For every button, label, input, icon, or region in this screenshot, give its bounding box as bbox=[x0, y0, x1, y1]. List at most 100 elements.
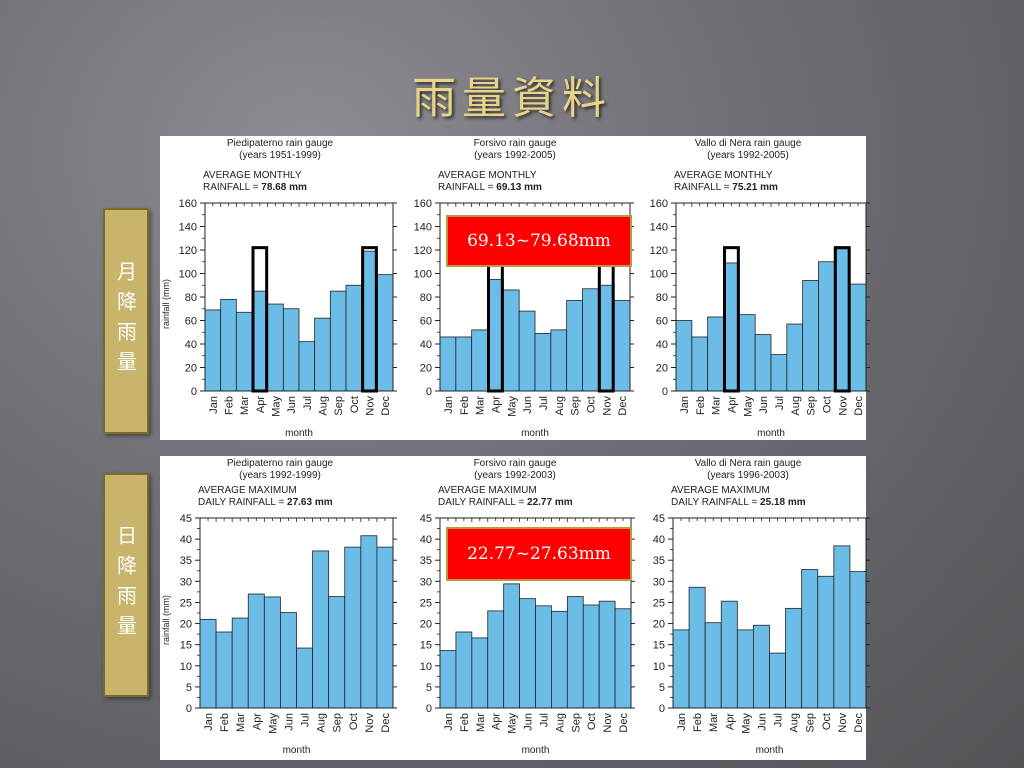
x-tick-label: Jul bbox=[774, 396, 786, 410]
x-tick-label: May bbox=[740, 713, 752, 734]
bar-sep bbox=[328, 596, 346, 709]
x-tick-label: Feb bbox=[219, 713, 231, 732]
bar-sep bbox=[566, 596, 584, 709]
bar-sep bbox=[566, 300, 583, 392]
y-tick-label: 20 bbox=[185, 363, 197, 375]
bar-jul bbox=[534, 333, 552, 392]
bar-jun bbox=[753, 624, 770, 709]
y-tick-label: 40 bbox=[420, 534, 432, 546]
y-tick-label: 40 bbox=[656, 339, 668, 351]
y-tick-label: 60 bbox=[656, 316, 668, 328]
chart-subtitle: (years 1992-2003) bbox=[474, 470, 556, 481]
y-tick-label: 30 bbox=[180, 576, 192, 588]
y-tick-label: 15 bbox=[180, 640, 192, 652]
stat-value: 25.18 mm bbox=[760, 497, 806, 508]
chart-subtitle: (years 1992-2005) bbox=[707, 150, 789, 161]
bar-jul bbox=[296, 647, 313, 709]
x-tick-label: Oct bbox=[348, 713, 360, 730]
bar-aug bbox=[786, 323, 804, 392]
bar-dec bbox=[614, 608, 632, 709]
chart-title: Forsivo rain gauge bbox=[473, 138, 557, 149]
bar-jul bbox=[770, 354, 788, 392]
x-axis-label: month bbox=[521, 428, 549, 439]
bar-jan bbox=[672, 629, 690, 709]
x-tick-label: Dec bbox=[618, 713, 630, 733]
chart-stat: AVERAGE MAXIMUM DAILY RAINFALL = 27.63 mm bbox=[198, 485, 333, 509]
x-tick-label: May bbox=[267, 713, 279, 734]
x-tick-label: Sep bbox=[805, 713, 817, 733]
y-tick-label: 25 bbox=[653, 597, 665, 609]
bar-jun bbox=[282, 308, 300, 392]
stat-label: AVERAGE MAXIMUM bbox=[671, 485, 770, 496]
stat-value: 27.63 mm bbox=[287, 497, 333, 508]
x-tick-label: May bbox=[742, 396, 754, 417]
x-tick-label: Sep bbox=[332, 713, 344, 733]
stat-value: 22.77 mm bbox=[527, 497, 573, 508]
chart-stat: AVERAGE MONTHLY RAINFALL = 69.13 mm bbox=[438, 170, 542, 194]
x-tick-label: Aug bbox=[790, 396, 802, 416]
bar-jan bbox=[675, 320, 693, 392]
y-tick-label: 45 bbox=[420, 513, 432, 525]
highlight-box-apr bbox=[251, 246, 269, 393]
x-tick-label: Mar bbox=[475, 396, 487, 415]
slide-title: 雨量資料 bbox=[412, 73, 612, 124]
y-tick-label: 25 bbox=[180, 597, 192, 609]
chart-title: Forsivo rain gauge bbox=[473, 458, 557, 469]
x-tick-label: Nov bbox=[602, 713, 614, 733]
bar-dec bbox=[613, 300, 631, 392]
y-tick-label: 10 bbox=[180, 661, 192, 673]
x-tick-label: Jun bbox=[523, 713, 535, 731]
y-tick-label: 15 bbox=[653, 640, 665, 652]
stat-value: 69.13 mm bbox=[496, 182, 542, 193]
y-tick-label: 20 bbox=[653, 619, 665, 631]
stat-label: AVERAGE MONTHLY bbox=[438, 170, 537, 181]
monthly-rainfall-label: 月降雨量 bbox=[103, 208, 149, 434]
bar-oct bbox=[582, 288, 599, 392]
y-tick-label: 20 bbox=[180, 619, 192, 631]
y-tick-label: 160 bbox=[414, 198, 432, 210]
y-tick-label: 60 bbox=[185, 316, 197, 328]
bar-oct bbox=[344, 546, 362, 709]
bar-may bbox=[503, 583, 520, 709]
x-tick-label: Aug bbox=[554, 396, 566, 416]
x-tick-label: Apr bbox=[491, 713, 503, 730]
bar-jul bbox=[535, 605, 552, 709]
bar-may bbox=[267, 303, 284, 392]
x-tick-label: Jan bbox=[208, 396, 220, 414]
x-tick-label: Dec bbox=[853, 713, 865, 733]
stat-line: DAILY RAINFALL = 27.63 mm bbox=[198, 497, 333, 508]
x-tick-label: May bbox=[506, 396, 518, 417]
x-tick-label: Oct bbox=[821, 396, 833, 413]
x-tick-label: May bbox=[507, 713, 519, 734]
y-tick-label: 0 bbox=[191, 386, 197, 398]
chart-subtitle: (years 1996-2003) bbox=[707, 470, 789, 481]
x-axis-label: month bbox=[757, 428, 785, 439]
x-tick-label: Aug bbox=[316, 713, 328, 733]
bar-mar bbox=[471, 329, 488, 392]
bar-aug bbox=[551, 610, 568, 709]
chart-title: Piedipaterno rain gauge bbox=[226, 458, 334, 469]
x-tick-label: Jul bbox=[302, 396, 314, 410]
x-tick-label: Mar bbox=[708, 713, 720, 732]
y-tick-label: 160 bbox=[179, 198, 197, 210]
y-tick-label: 40 bbox=[653, 534, 665, 546]
x-tick-label: Jun bbox=[286, 396, 298, 414]
y-tick-label: 45 bbox=[180, 513, 192, 525]
bar-nov bbox=[360, 535, 378, 709]
y-tick-label: 25 bbox=[420, 597, 432, 609]
x-axis-label: month bbox=[282, 745, 311, 756]
x-tick-label: Jul bbox=[300, 713, 312, 727]
x-tick-label: Sep bbox=[806, 396, 818, 416]
y-tick-label: 10 bbox=[420, 661, 432, 673]
bar-mar bbox=[704, 622, 722, 709]
bar-dec bbox=[376, 546, 394, 709]
y-tick-label: 140 bbox=[414, 222, 432, 234]
y-tick-label: 5 bbox=[659, 682, 665, 694]
stat-value: 78.68 mm bbox=[261, 182, 307, 193]
x-tick-label: Dec bbox=[380, 396, 392, 416]
bar-dec bbox=[849, 283, 867, 392]
y-tick-label: 120 bbox=[650, 245, 668, 257]
x-tick-label: Sep bbox=[570, 396, 582, 416]
y-tick-label: 60 bbox=[420, 316, 432, 328]
bar-apr bbox=[247, 593, 265, 709]
